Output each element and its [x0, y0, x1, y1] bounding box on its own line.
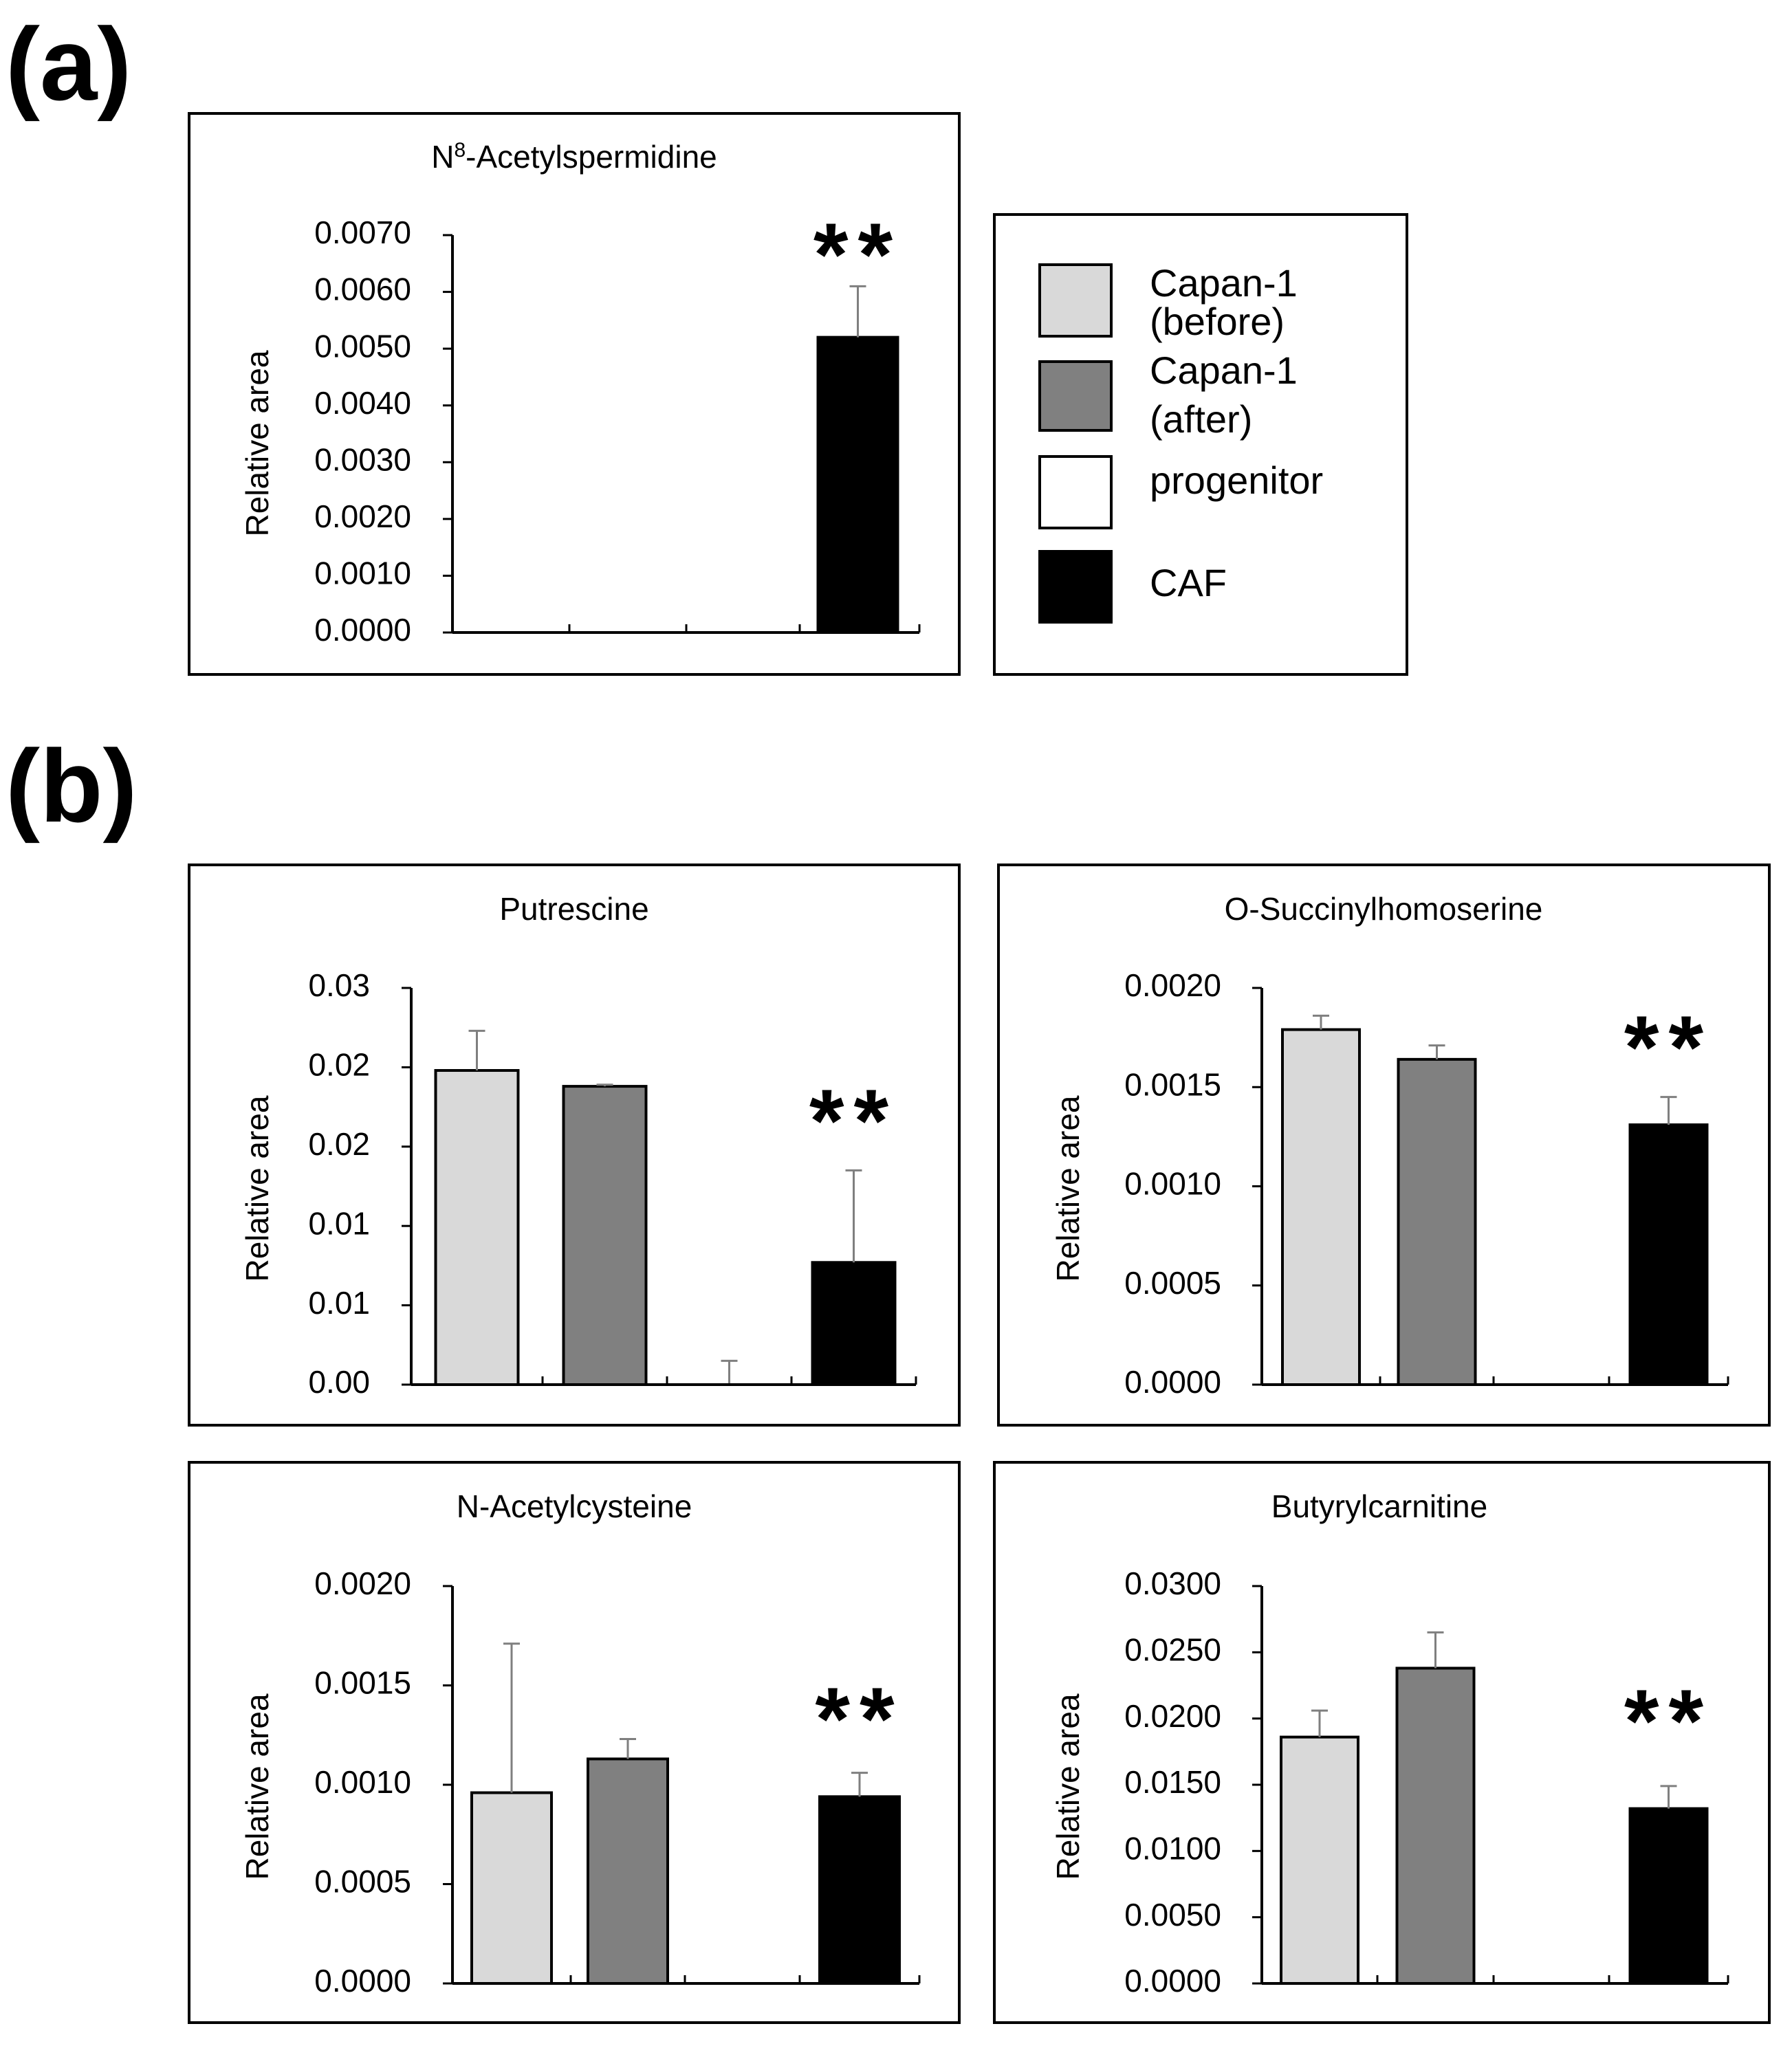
- chart-succinylhomoserine: O-Succinylhomoserine Relative area 0.0000…: [1050, 891, 1729, 1400]
- y-axis-label: Relative area: [239, 1693, 275, 1880]
- legend-swatch-capan1-after: [1038, 360, 1113, 432]
- legend: Capan-1 (before) Capan-1 (after) progeni…: [1038, 261, 1323, 624]
- y-tick-label: 0.0010: [314, 556, 411, 591]
- bar-caf: [816, 336, 899, 634]
- bar-capan-1-after: [562, 1085, 648, 1386]
- y-tick-label: 0.0020: [314, 1565, 411, 1601]
- significance-marker: **: [813, 204, 902, 305]
- y-tick-label: 0.02: [308, 1126, 370, 1162]
- significance-marker: **: [1624, 997, 1713, 1097]
- y-tick-label: 0.0010: [1124, 1166, 1221, 1202]
- chart-putrescine: Putrescine Relative area 0.00 0.01 0.01 0.02…: [239, 891, 917, 1400]
- y-tick-label: 0.0015: [314, 1665, 411, 1701]
- bar-caf: [1628, 1123, 1709, 1386]
- significance-marker: **: [1624, 1671, 1713, 1771]
- y-tick-label: 0.0000: [1124, 1364, 1221, 1400]
- significance-marker: **: [815, 1669, 904, 1769]
- y-tick-label: 0.0200: [1124, 1698, 1221, 1734]
- significance-marker: **: [809, 1070, 898, 1171]
- y-tick-label: 0.0015: [1124, 1066, 1221, 1102]
- y-tick-label: 0.0010: [314, 1764, 411, 1800]
- chart-title: Putrescine: [499, 891, 648, 927]
- legend-label-caf: CAF: [1150, 561, 1227, 604]
- y-tick-label: 0.0070: [314, 214, 411, 250]
- y-tick-label: 0.0020: [314, 498, 411, 534]
- bar-caf: [1628, 1807, 1709, 1985]
- bar-capan-1-after: [1395, 1666, 1476, 1986]
- chart-title: O-Succinylhomoserine: [1225, 891, 1543, 927]
- legend-label-capan1-after-line1: Capan-1: [1150, 349, 1298, 392]
- y-tick-label: 0.01: [308, 1285, 370, 1321]
- chart-acetylcysteine: N-Acetylcysteine Relative area 0.0000 0.00…: [239, 1488, 921, 1999]
- y-axis-label: Relative area: [1050, 1693, 1086, 1880]
- legend-label-capan1-before-line2: (before): [1150, 300, 1285, 343]
- bar-caf: [818, 1795, 901, 1986]
- y-tick-label: 0.0150: [1124, 1764, 1221, 1800]
- legend-swatch-progenitor: [1038, 455, 1113, 529]
- chart-title: Butyrylcarnitine: [1271, 1488, 1487, 1524]
- y-tick-label: 0.0040: [314, 385, 411, 421]
- legend-label-capan1-after-line2: (after): [1150, 397, 1252, 441]
- panel-label-b: (b): [6, 728, 138, 844]
- bar-capan-1-before: [1281, 1028, 1361, 1386]
- y-tick-label: 0.02: [308, 1047, 370, 1083]
- y-tick-label: 0.0050: [314, 328, 411, 364]
- legend-label-progenitor: progenitor: [1150, 459, 1323, 502]
- bar-capan-1-before: [470, 1791, 553, 1986]
- chart-acetylspermidine: N8-Acetylspermidine Relative area 0.0000 0…: [239, 139, 921, 648]
- y-tick-label: 0.0005: [314, 1864, 411, 1900]
- y-tick-label: 0.0000: [314, 1963, 411, 1999]
- legend-label-capan1-before-line1: Capan-1: [1150, 261, 1298, 305]
- y-tick-label: 0.01: [308, 1205, 370, 1241]
- y-tick-label: 0.0000: [1124, 1963, 1221, 1999]
- panel-label-a: (a): [6, 6, 131, 122]
- y-axis-label: Relative area: [239, 350, 275, 536]
- chart-title: N-Acetylcysteine: [457, 1488, 692, 1524]
- chart-title: N8-Acetylspermidine: [431, 139, 717, 175]
- y-tick-label: 0.03: [308, 967, 370, 1003]
- y-axis-label: Relative area: [239, 1095, 275, 1282]
- legend-swatch-caf: [1038, 550, 1113, 624]
- bar-capan-1-before: [434, 1069, 520, 1386]
- y-tick-label: 0.0300: [1124, 1565, 1221, 1601]
- bar-capan-1-before: [1280, 1735, 1359, 1985]
- y-tick-label: 0.0060: [314, 272, 411, 307]
- y-tick-label: 0.00: [308, 1364, 370, 1400]
- y-tick-label: 0.0030: [314, 441, 411, 477]
- y-axis-label: Relative area: [1050, 1095, 1086, 1282]
- legend-swatch-capan1-before: [1038, 263, 1113, 338]
- y-tick-label: 0.0250: [1124, 1631, 1221, 1667]
- chart-butyrylcarnitine: Butyrylcarnitine Relative area 0.0000 0.00…: [1050, 1488, 1729, 1999]
- y-tick-label: 0.0100: [1124, 1830, 1221, 1866]
- y-tick-label: 0.0000: [314, 612, 411, 648]
- y-tick-label: 0.0050: [1124, 1897, 1221, 1933]
- bar-capan-1-after: [587, 1757, 669, 1985]
- chart-title-superscript: 8: [454, 139, 466, 162]
- y-tick-label: 0.0020: [1124, 967, 1221, 1003]
- y-tick-label: 0.0005: [1124, 1265, 1221, 1301]
- bar-caf: [811, 1261, 897, 1387]
- bar-capan-1-after: [1397, 1057, 1477, 1386]
